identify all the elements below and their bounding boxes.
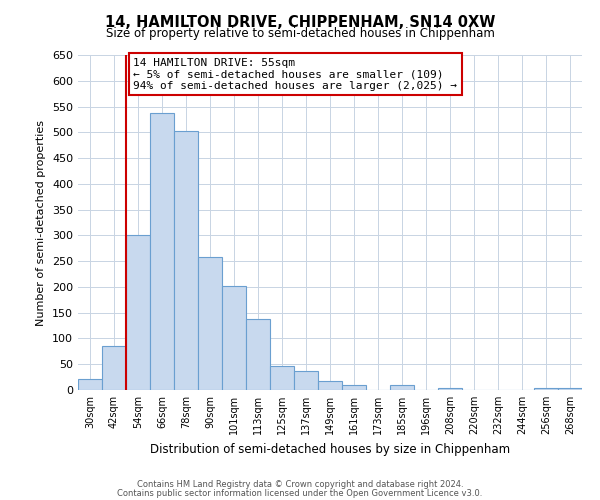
X-axis label: Distribution of semi-detached houses by size in Chippenham: Distribution of semi-detached houses by …: [150, 442, 510, 456]
Bar: [102, 346, 126, 390]
Bar: [390, 385, 414, 390]
Bar: [438, 388, 462, 390]
Text: Contains HM Land Registry data © Crown copyright and database right 2024.: Contains HM Land Registry data © Crown c…: [137, 480, 463, 489]
Bar: [174, 131, 198, 390]
Bar: [318, 380, 342, 390]
Bar: [150, 112, 174, 390]
Bar: [270, 366, 294, 390]
Y-axis label: Number of semi-detached properties: Number of semi-detached properties: [37, 120, 46, 326]
Bar: [198, 257, 222, 390]
Bar: [126, 236, 150, 390]
Text: Contains public sector information licensed under the Open Government Licence v3: Contains public sector information licen…: [118, 488, 482, 498]
Bar: [78, 378, 102, 390]
Bar: [342, 385, 366, 390]
Bar: [246, 319, 270, 390]
Bar: [534, 388, 558, 390]
Bar: [558, 388, 582, 390]
Text: Size of property relative to semi-detached houses in Chippenham: Size of property relative to semi-detach…: [106, 28, 494, 40]
Bar: [222, 286, 246, 390]
Text: 14 HAMILTON DRIVE: 55sqm
← 5% of semi-detached houses are smaller (109)
94% of s: 14 HAMILTON DRIVE: 55sqm ← 5% of semi-de…: [133, 58, 457, 91]
Text: 14, HAMILTON DRIVE, CHIPPENHAM, SN14 0XW: 14, HAMILTON DRIVE, CHIPPENHAM, SN14 0XW: [105, 15, 495, 30]
Bar: [294, 372, 318, 390]
